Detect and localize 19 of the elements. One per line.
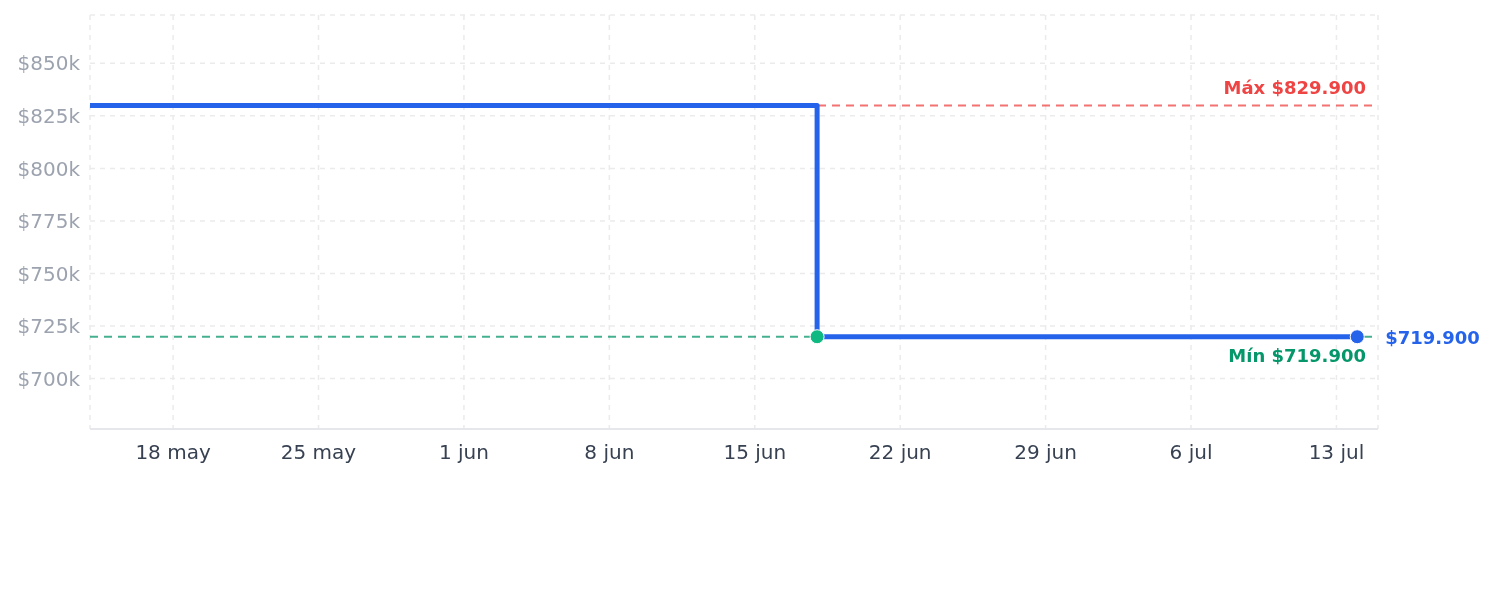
x-tick-label: 8 jun	[584, 440, 635, 465]
x-tick-label: 15 jun	[723, 440, 787, 465]
annotation: $719.900	[1385, 326, 1480, 348]
x-tick-label: 18 may	[135, 440, 211, 465]
x-tick-label: 22 jun	[868, 440, 932, 465]
ref-line-label: Mín $719.900	[1228, 344, 1366, 366]
x-tick-label: 13 jul	[1308, 440, 1365, 465]
y-tick-label: $775k	[17, 209, 81, 234]
x-tick-label: 25 may	[280, 440, 357, 465]
ref-line-label: Máx $829.900	[1223, 76, 1366, 98]
y-tick-label: $800k	[17, 156, 81, 181]
y-tick-label: $850k	[17, 51, 81, 76]
y-tick-label: $700k	[17, 366, 81, 391]
x-tick-label: 6 jul	[1169, 440, 1213, 465]
x-tick-label: 29 jun	[1014, 440, 1077, 465]
x-tick-label: 1 jun	[438, 440, 489, 465]
y-tick-label: $725k	[17, 314, 81, 339]
y-tick-label: $825k	[17, 103, 81, 128]
y-tick-label: $750k	[17, 261, 81, 286]
